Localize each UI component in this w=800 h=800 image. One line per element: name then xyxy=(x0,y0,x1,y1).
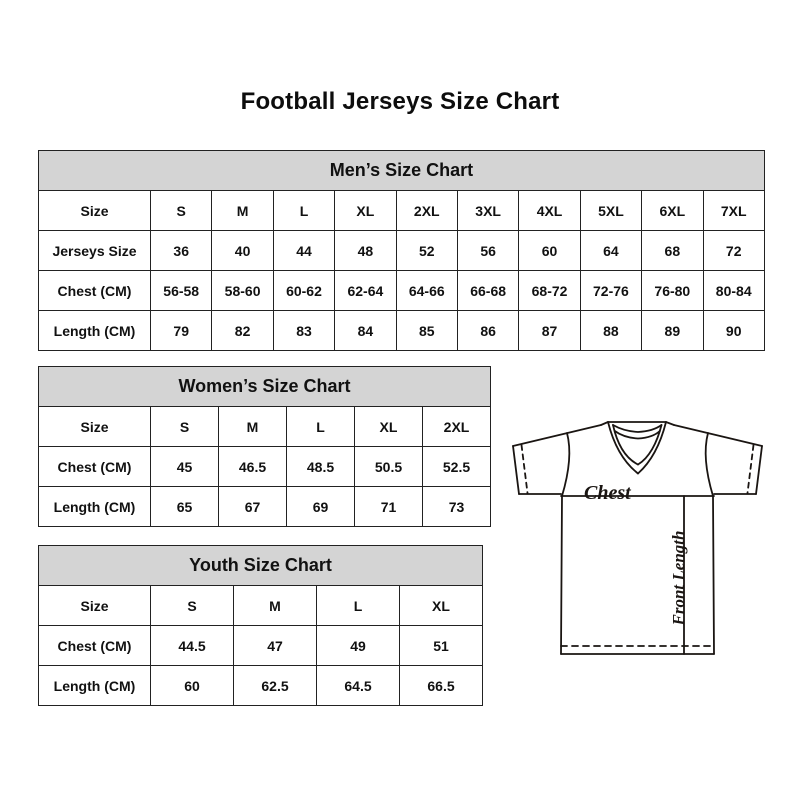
svg-text:Chest: Chest xyxy=(584,482,632,504)
svg-text:Front Length: Front Length xyxy=(669,531,688,627)
